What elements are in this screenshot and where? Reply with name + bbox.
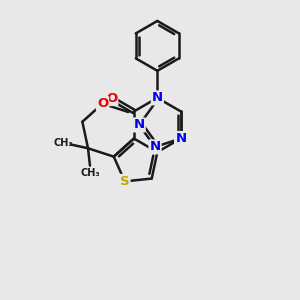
Text: O: O — [106, 92, 117, 105]
Text: N: N — [175, 132, 186, 145]
Text: CH₃: CH₃ — [54, 138, 74, 148]
Text: O: O — [97, 97, 108, 110]
Text: S: S — [120, 175, 130, 188]
Text: N: N — [149, 140, 161, 153]
Text: N: N — [175, 132, 186, 145]
Text: N: N — [134, 118, 145, 131]
Text: CH₃: CH₃ — [81, 168, 100, 178]
Text: N: N — [152, 92, 163, 104]
